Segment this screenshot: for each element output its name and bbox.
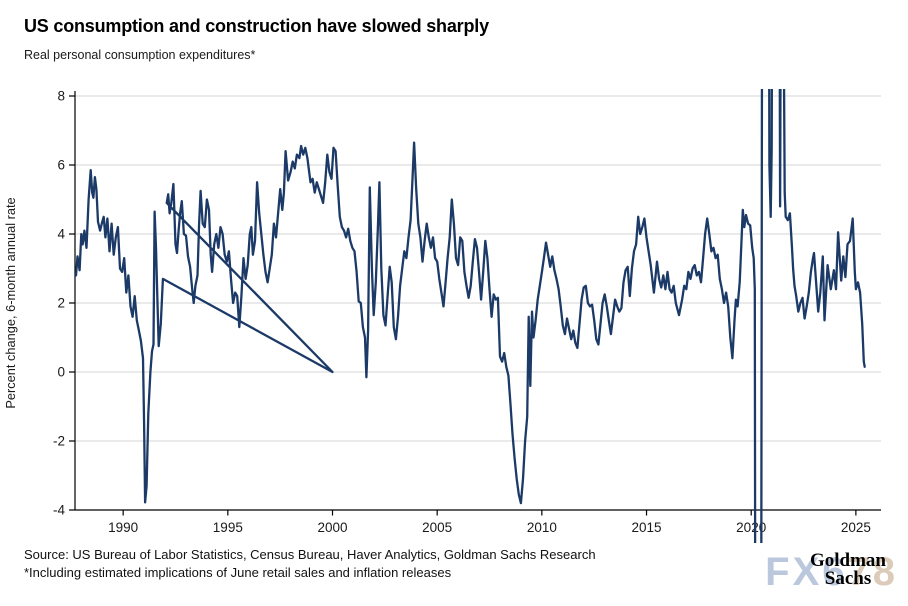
pce-line (74, 89, 866, 543)
page-subtitle: Real personal consumption expenditures* (24, 48, 256, 62)
y-axis-ticks: 8 6 4 2 0 -2 -4 (53, 89, 75, 518)
axes (74, 91, 881, 511)
x-tick-label: 1990 (108, 520, 138, 535)
y-axis-label: Percent change, 6-month annual rate (3, 197, 18, 408)
x-tick-label: 2005 (422, 520, 452, 535)
logo-line-2: Sachs (824, 568, 872, 589)
x-tick-label: 2010 (527, 520, 557, 535)
goldman-sachs-logo: Goldman Sachs (809, 550, 886, 589)
x-tick-label: 2020 (736, 520, 766, 535)
watermark-part2: 78 (847, 550, 898, 594)
page-title: US consumption and construction have slo… (24, 16, 489, 36)
y-tick-label: 0 (57, 365, 65, 380)
y-tick-label: -4 (53, 503, 65, 518)
y-tick-label: 4 (57, 227, 65, 242)
y-tick-label: 6 (57, 158, 65, 173)
x-tick-label: 1995 (213, 520, 243, 535)
x-tick-label: 2015 (632, 520, 662, 535)
y-tick-label: 8 (57, 89, 65, 104)
logo-line-1: Goldman (809, 550, 886, 571)
series-real-pce (74, 89, 866, 543)
x-axis-ticks: 1990 1995 2000 2005 2010 2015 2020 2025 (108, 510, 871, 535)
fx678-watermark: FX678 (765, 551, 898, 593)
footnote: *Including estimated implications of Jun… (24, 565, 452, 580)
x-tick-label: 2000 (317, 520, 347, 535)
y-tick-label: 2 (57, 296, 65, 311)
x-tick-label: 2025 (841, 520, 871, 535)
y-tick-label: -2 (53, 434, 65, 449)
source-note: Source: US Bureau of Labor Statistics, C… (24, 547, 596, 562)
watermark-part1: FX6 (765, 550, 848, 594)
